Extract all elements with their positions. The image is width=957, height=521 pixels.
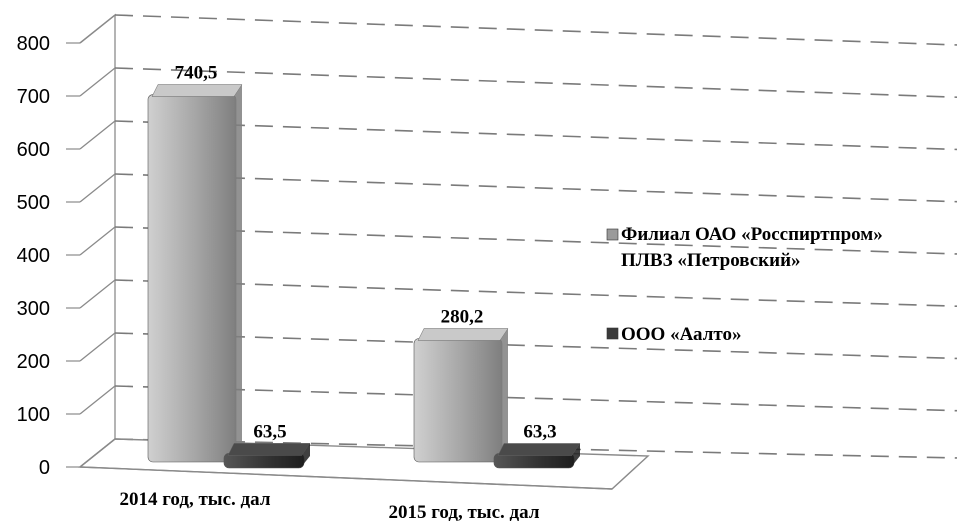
bar-s1-1 bbox=[147, 94, 237, 463]
y-tick-label: 200 bbox=[17, 351, 50, 373]
legend-label: ПЛВЗ «Петровский» bbox=[621, 250, 801, 271]
y-tick-label: 400 bbox=[17, 245, 50, 267]
gridline-side bbox=[79, 173, 116, 203]
gridline bbox=[114, 279, 957, 308]
legend-swatch bbox=[606, 327, 619, 340]
bar-side-s2-2 bbox=[572, 443, 580, 466]
gridline-side bbox=[79, 67, 116, 97]
gridline-side bbox=[79, 14, 116, 44]
gridline bbox=[114, 332, 957, 360]
data-label: 63,5 bbox=[253, 421, 286, 442]
y-tick-label: 0 bbox=[39, 457, 50, 479]
y-tick-label: 100 bbox=[17, 404, 50, 426]
gridline bbox=[114, 226, 957, 255]
bar-top-s1-1 bbox=[151, 84, 243, 97]
bar-side-s1-2 bbox=[500, 328, 508, 460]
gridline bbox=[114, 385, 957, 412]
gridline-side bbox=[79, 279, 116, 309]
legend-label: ООО «Аалто» bbox=[621, 324, 741, 345]
y-tick-label: 300 bbox=[17, 298, 50, 320]
gridline-side bbox=[79, 226, 116, 256]
bar-top-s2-2 bbox=[497, 443, 581, 456]
gridline bbox=[114, 14, 957, 46]
labels-layer: 740,5 280,2 63,5 63,3 bbox=[175, 63, 557, 443]
x-category-label: 2015 год, тыс. дал bbox=[388, 502, 539, 521]
gridline-side bbox=[79, 385, 116, 415]
gridline bbox=[114, 173, 957, 203]
y-tick-label: 500 bbox=[17, 192, 50, 214]
gridline-side bbox=[79, 120, 116, 150]
bar-top-s2-1 bbox=[227, 443, 311, 456]
bar-side-s2-1 bbox=[302, 443, 310, 466]
data-label: 63,3 bbox=[523, 421, 556, 442]
legend: Филиал ОАО «Росспиртпром» ПЛВЗ «Петровски… bbox=[606, 224, 883, 345]
grid-layer bbox=[78, 13, 957, 490]
legend-swatch bbox=[606, 228, 619, 241]
gridline bbox=[114, 120, 957, 151]
x-axis-line bbox=[79, 466, 613, 490]
gridline bbox=[114, 67, 957, 99]
y-tick-label: 700 bbox=[17, 86, 50, 108]
y-tick-label: 800 bbox=[17, 33, 50, 55]
y-tick-label: 600 bbox=[17, 139, 50, 161]
bars-layer bbox=[147, 84, 581, 469]
x-category-label: 2014 год, тыс. дал bbox=[119, 489, 270, 510]
bar-side-s1-1 bbox=[234, 84, 242, 460]
bar-s1-2 bbox=[413, 338, 503, 463]
axis-layer: 0 100 200 300 400 500 600 700 800 2014 год, тыс. … bbox=[17, 33, 540, 521]
gridline-side bbox=[79, 332, 116, 362]
legend-label: Филиал ОАО «Росспиртпром» bbox=[621, 224, 883, 245]
data-label: 740,5 bbox=[175, 63, 218, 84]
data-label: 280,2 bbox=[441, 306, 484, 327]
bar-top-s1-2 bbox=[417, 328, 509, 341]
